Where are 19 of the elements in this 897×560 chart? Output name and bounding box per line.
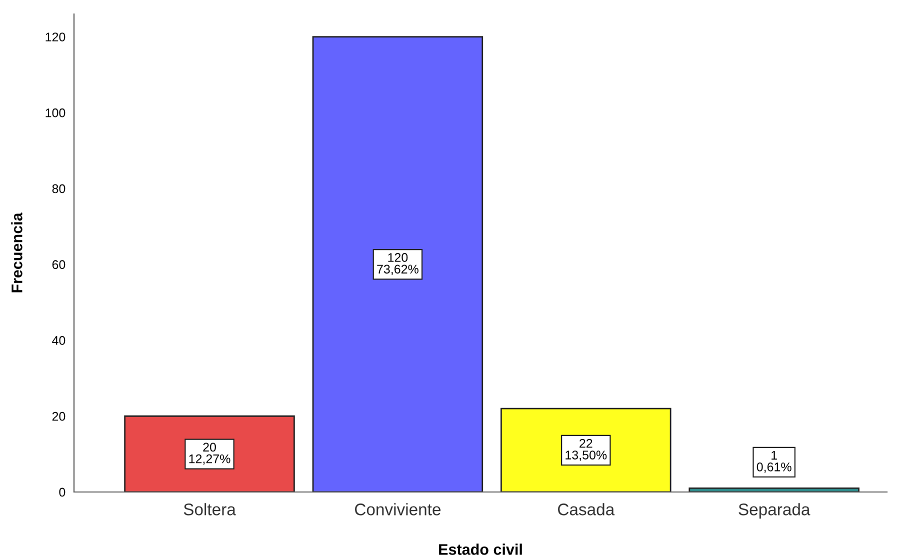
data-label: 22 13,50% [566,438,607,461]
y-tick-label: 20 [52,412,66,421]
x-tick-label: Casada [558,503,615,516]
y-tick-label: 40 [52,336,66,345]
data-label: 1 0,61% [756,450,792,473]
x-tick-label: Conviviente [355,503,440,516]
y-tick-label: 0 [59,488,66,497]
y-axis-title: Frecuencia [11,212,22,292]
data-label: 120 73,62% [377,253,418,276]
y-tick-label: 120 [46,32,66,42]
y-tick-label: 100 [46,108,66,118]
y-tick-label: 60 [52,260,66,270]
x-axis-title: Estado civil [439,544,522,555]
bar [312,36,484,492]
bar [500,408,672,492]
y-tick-label: 80 [52,184,66,194]
x-tick-label: Soltera [184,503,236,516]
data-label: 20 12,27% [189,442,230,465]
x-tick-label: Separada [738,503,810,519]
